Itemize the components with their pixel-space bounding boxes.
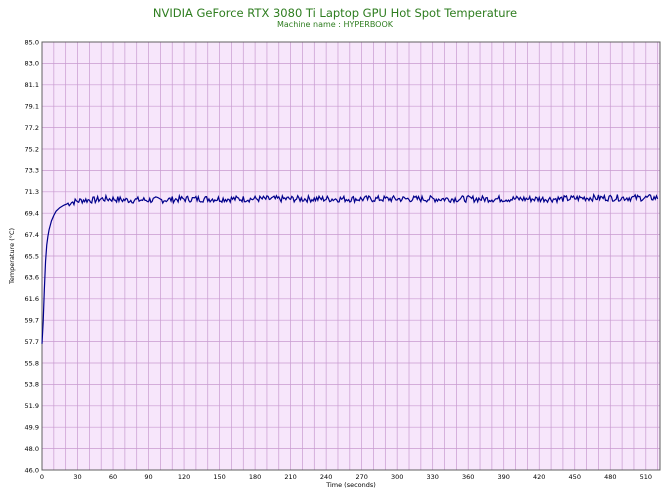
x-tick-label: 480 xyxy=(604,473,616,481)
y-axis-title: Temperature (°C) xyxy=(8,228,16,285)
y-tick-label: 63.6 xyxy=(25,274,39,282)
y-tick-label: 51.9 xyxy=(25,402,39,410)
y-tick-label: 71.3 xyxy=(25,188,39,196)
x-tick-label: 0 xyxy=(40,473,44,481)
y-tick-label: 83.0 xyxy=(25,60,39,68)
y-tick-label: 48.0 xyxy=(25,445,39,453)
x-tick-label: 120 xyxy=(178,473,190,481)
y-tick-label: 53.8 xyxy=(25,381,39,389)
plot-border xyxy=(41,41,661,471)
x-tick-label: 240 xyxy=(320,473,332,481)
x-tick-label: 450 xyxy=(569,473,581,481)
y-tick-label: 75.2 xyxy=(25,145,39,153)
y-tick-label: 55.8 xyxy=(25,359,39,367)
y-tick-label: 77.2 xyxy=(25,124,39,132)
x-tick-label: 30 xyxy=(73,473,81,481)
x-tick-label: 180 xyxy=(249,473,261,481)
y-tick-label: 85.0 xyxy=(25,38,39,46)
grid xyxy=(42,42,660,470)
axis-ticks: 85.0 83.0 81.1 79.1 77.2 75.2 73.3 71.3 69.4 67.4… xyxy=(25,38,652,481)
x-tick-label: 510 xyxy=(640,473,652,481)
y-tick-label: 57.7 xyxy=(25,338,39,346)
x-tick-label: 270 xyxy=(355,473,367,481)
x-tick-label: 420 xyxy=(533,473,545,481)
chart-subtitle: Machine name : HYPERBOOK xyxy=(276,20,394,29)
x-tick-label: 60 xyxy=(109,473,117,481)
x-tick-label: 300 xyxy=(391,473,403,481)
x-tick-label: 360 xyxy=(462,473,474,481)
x-tick-label: 150 xyxy=(213,473,225,481)
y-tick-label: 79.1 xyxy=(25,103,39,111)
y-tick-label: 67.4 xyxy=(25,231,39,239)
series-line-temperature xyxy=(41,192,659,344)
x-tick-label: 210 xyxy=(284,473,296,481)
y-tick-label: 73.3 xyxy=(25,167,39,175)
x-tick-label: 90 xyxy=(144,473,152,481)
y-tick-label: 59.7 xyxy=(25,317,39,325)
x-axis-title: Time (seconds) xyxy=(325,481,376,489)
chart-title: NVIDIA GeForce RTX 3080 Ti Laptop GPU Ho… xyxy=(152,6,518,20)
y-tick-label: 49.9 xyxy=(25,424,39,432)
x-tick-label: 390 xyxy=(498,473,510,481)
y-tick-label: 61.6 xyxy=(25,295,39,303)
y-tick-label: 65.5 xyxy=(25,252,39,260)
y-tick-label: 46.0 xyxy=(25,466,39,474)
y-tick-label: 81.1 xyxy=(25,81,39,89)
x-tick-label: 330 xyxy=(426,473,438,481)
y-tick-label: 69.4 xyxy=(25,210,39,218)
